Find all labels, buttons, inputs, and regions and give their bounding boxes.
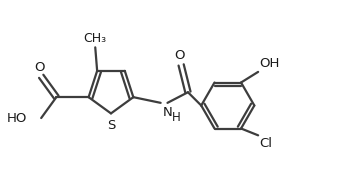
Text: S: S [107, 119, 115, 132]
Text: OH: OH [260, 57, 280, 70]
Text: HO: HO [7, 112, 27, 125]
Text: O: O [34, 61, 45, 74]
Text: N: N [163, 106, 172, 119]
Text: H: H [172, 111, 181, 124]
Text: CH₃: CH₃ [84, 32, 107, 45]
Text: Cl: Cl [260, 137, 273, 150]
Text: O: O [174, 49, 185, 62]
